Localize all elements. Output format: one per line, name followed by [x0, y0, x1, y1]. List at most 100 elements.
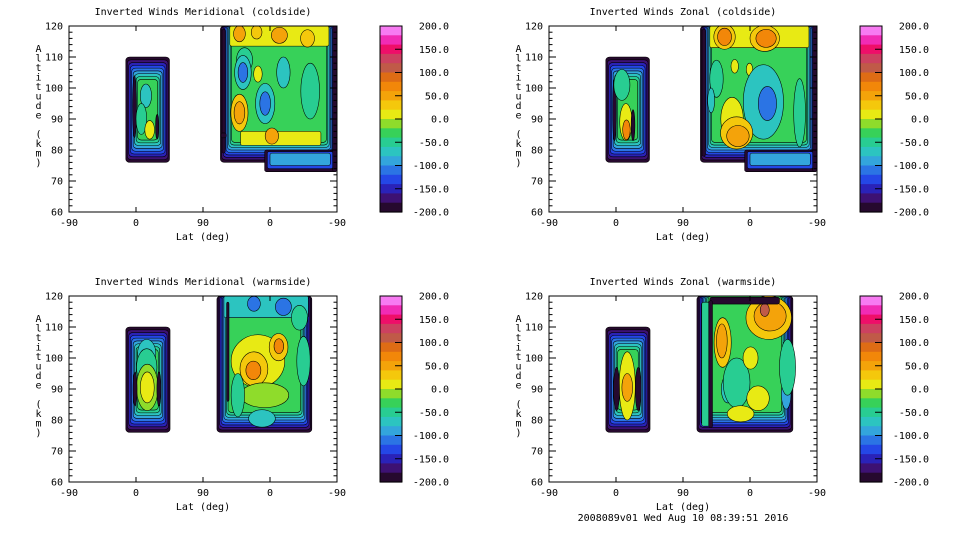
colorbar-tick-label: -200.0: [413, 478, 449, 489]
colorbar-band: [380, 416, 402, 427]
contour-cell: [276, 56, 291, 89]
colorbar-band: [860, 435, 882, 446]
x-tick-label: 90: [197, 218, 209, 229]
colorbar-tick-label: 200.0: [899, 292, 929, 303]
colorbar-tick-label: -100.0: [413, 161, 449, 172]
y-tick-label: 120: [45, 292, 63, 303]
contour-cell: [259, 91, 271, 116]
contour-cell: [250, 26, 263, 40]
colorbar-tick-label: -50.0: [899, 408, 929, 419]
contour-cell: [240, 382, 290, 408]
contour-cell: [247, 296, 261, 312]
contour-shape: [221, 28, 226, 154]
contour-cell: [709, 59, 724, 98]
colorbar-band: [860, 193, 882, 204]
colorbar-band: [380, 26, 402, 36]
y-tick-label: 60: [51, 478, 63, 489]
contour-cell: [296, 336, 311, 387]
contour-cell: [758, 86, 777, 121]
colorbar-band: [860, 379, 882, 390]
colorbar-band: [860, 26, 882, 36]
contour-field: [125, 296, 313, 433]
panel-zonal-coldside: 120 110 100 90 80 70 60 -90 0 90 0 -90 200.0 150.0 100…: [480, 0, 960, 270]
colorbar-band: [380, 156, 402, 167]
contour-cell: [132, 371, 138, 407]
colorbar-band: [860, 370, 882, 381]
contour-field: [605, 296, 796, 433]
colorbar-tick-label: 50.0: [425, 361, 449, 372]
y-tick-label: 80: [531, 416, 543, 427]
colorbar-band: [380, 323, 402, 334]
colorbar-tick-label: -50.0: [899, 138, 929, 149]
contour-cell: [742, 346, 759, 370]
colorbar-tick-label: 200.0: [419, 22, 449, 33]
contour-cell: [726, 125, 750, 147]
contour-cell: [613, 69, 631, 101]
colorbar-band: [380, 81, 402, 92]
panel-zonal-warmside: 120 110 100 90 80 70 60 -90 0 90 0 -90 200.0 150.0 100…: [480, 270, 960, 540]
contour-cell: [726, 405, 755, 423]
y-tick-label: 100: [525, 84, 543, 95]
x-tick-label: 0: [133, 488, 139, 499]
colorbar-band: [380, 370, 402, 381]
contour-cell: [622, 119, 631, 141]
panel-title: Inverted Winds Zonal (warmside): [589, 277, 777, 288]
colorbar-tick-label: -200.0: [413, 208, 449, 219]
colorbar-band: [860, 472, 882, 483]
y-tick-label: 110: [525, 53, 543, 64]
x-tick-label: 90: [677, 218, 689, 229]
colorbar-band: [380, 351, 402, 362]
colorbar-band: [860, 416, 882, 427]
contour-cell: [264, 127, 279, 145]
colorbar: 200.0 150.0 100.0 50.0 0.0 -50.0 -100.0 -150.0 -…: [379, 22, 449, 219]
contour-cell: [233, 101, 246, 125]
colorbar-tick-label: -100.0: [413, 431, 449, 442]
colorbar-band: [380, 314, 402, 325]
colorbar-tick-label: 0.0: [431, 115, 449, 126]
y-tick-label: 120: [525, 22, 543, 33]
contour-cell: [248, 409, 276, 428]
contour-cell: [155, 114, 160, 140]
colorbar-tick-label: 0.0: [911, 385, 929, 396]
contour-cell: [759, 303, 770, 317]
contour-shape: [749, 152, 811, 166]
colorbar-band: [860, 361, 882, 371]
contour-shape: [812, 26, 817, 172]
y-tick-label: 100: [45, 84, 63, 95]
contour-cell: [275, 297, 292, 316]
colorbar-band: [860, 305, 882, 316]
colorbar-tick-label: 100.0: [419, 338, 449, 349]
axis-ticks: [548, 295, 818, 483]
colorbar-tick-label: -100.0: [893, 161, 929, 172]
colorbar-tick-label: -150.0: [413, 454, 449, 465]
contour-field: [605, 26, 817, 172]
contour-cell: [273, 338, 284, 354]
colorbar-band: [380, 165, 402, 176]
contour-cell: [233, 26, 246, 43]
x-tick-label: 0: [267, 488, 273, 499]
colorbar-band: [380, 193, 402, 204]
colorbar-band: [860, 184, 882, 194]
y-tick-label: 80: [531, 146, 543, 157]
x-axis-label: Lat (deg): [655, 232, 711, 243]
colorbar-band: [380, 119, 402, 129]
contour-cell: [140, 83, 152, 108]
axis-ticks: [68, 25, 338, 213]
y-tick-label: 60: [531, 208, 543, 219]
contour-cell: [793, 78, 806, 148]
colorbar-tick-label: 100.0: [899, 68, 929, 79]
contour-cell: [300, 29, 315, 48]
colorbar-band: [860, 314, 882, 325]
colorbar-band: [380, 361, 402, 371]
panel-meridional-warmside: 120 110 100 90 80 70 60 -90 0 90 0 -90 200.0 150.0 100…: [0, 270, 480, 540]
x-tick-label: -90: [60, 488, 78, 499]
x-axis-label: Lat (deg): [175, 502, 231, 513]
x-tick-label: -90: [808, 488, 826, 499]
colorbar: 200.0 150.0 100.0 50.0 0.0 -50.0 -100.0 -150.0 -…: [859, 292, 929, 489]
contour-cell: [779, 339, 796, 396]
colorbar-band: [860, 53, 882, 64]
colorbar-band: [380, 128, 402, 139]
colorbar-band: [380, 296, 402, 306]
